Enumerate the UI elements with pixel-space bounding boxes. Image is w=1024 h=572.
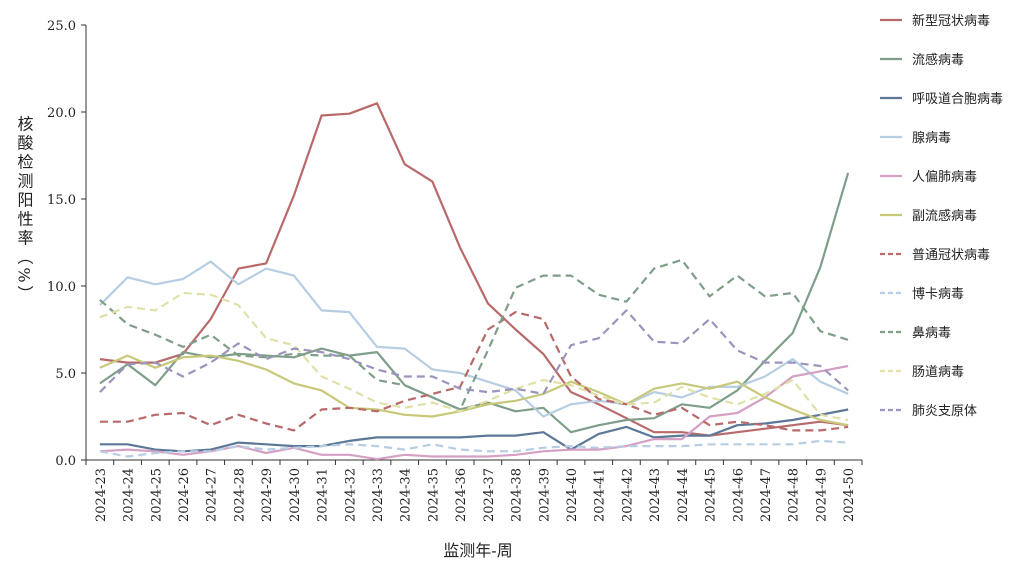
x-tick-label: 2024-35: [426, 468, 441, 522]
y-tick-label: 0.0: [55, 454, 76, 469]
x-tick-label: 2024-30: [288, 468, 303, 522]
x-tick-label: 2024-37: [482, 468, 497, 522]
y-tick-label: 10.0: [47, 280, 76, 295]
legend-label: 肠道病毒: [912, 365, 964, 380]
x-tick-label: 2024-23: [94, 468, 109, 522]
x-tick-label: 2024-33: [371, 468, 386, 522]
legend-label: 肺炎支原体: [912, 404, 977, 419]
legend-label: 鼻病毒: [912, 325, 951, 341]
y-tick-label: 25.0: [47, 19, 76, 34]
legend: 新型冠状病毒流感病毒呼吸道合胞病毒腺病毒人偏肺病毒副流感病毒普通冠状病毒博卡病毒…: [880, 13, 1003, 419]
legend-label: 呼吸道合胞病毒: [912, 92, 1003, 107]
x-tick-label: 2024-25: [149, 468, 164, 522]
series-line: [99, 311, 849, 432]
x-tick-label: 2024-47: [759, 468, 774, 522]
x-tick-label: 2024-41: [593, 468, 608, 522]
legend-label: 人偏肺病毒: [912, 170, 977, 185]
x-tick-label: 2024-34: [399, 468, 414, 522]
series-line: [99, 439, 849, 458]
x-axis-title: 监测年-周: [443, 541, 512, 560]
x-tick-label: 2024-46: [731, 468, 746, 522]
x-tick-label: 2024-44: [676, 468, 691, 522]
y-tick-label: 15.0: [47, 193, 76, 208]
x-tick-label: 2024-32: [343, 468, 358, 522]
y-tick-label: 20.0: [47, 106, 76, 121]
x-tick-label: 2024-48: [787, 468, 802, 522]
series-line: [99, 291, 849, 422]
x-tick-label: 2024-49: [814, 468, 829, 522]
y-tick-label: 5.0: [55, 367, 76, 382]
x-tick-label: 2024-29: [260, 468, 275, 522]
series-line: [99, 260, 849, 418]
x-tick-label: 2024-45: [704, 468, 719, 522]
axes: 0.0 5.0 10.0 15.0 20.0 25.0 2024-23 2024-24 2024…: [47, 19, 863, 522]
legend-label: 普通冠状病毒: [912, 248, 990, 263]
series-layer: [99, 102, 850, 461]
legend-label: 副流感病毒: [912, 208, 977, 224]
x-tick-label: 2024-26: [177, 468, 192, 522]
x-tick-label: 2024-43: [648, 468, 663, 522]
x-tick-label: 2024-39: [537, 468, 552, 522]
series-line: [99, 354, 849, 427]
legend-label: 博卡病毒: [912, 287, 964, 302]
x-tick-label: 2024-31: [316, 468, 331, 522]
series-line: [99, 364, 849, 461]
x-tick-label: 2024-24: [122, 468, 137, 522]
x-tick-label: 2024-38: [510, 468, 525, 522]
x-tick-label: 2024-28: [232, 468, 247, 522]
legend-label: 流感病毒: [912, 52, 964, 68]
x-tick-label: 2024-50: [842, 468, 857, 522]
x-tick-label: 2024-36: [454, 468, 469, 522]
series-line: [99, 102, 849, 437]
legend-label: 新型冠状病毒: [912, 13, 990, 29]
series-line: [99, 172, 850, 434]
series-line: [99, 309, 849, 395]
x-tick-label: 2024-27: [205, 468, 220, 522]
legend-label: 腺病毒: [912, 131, 951, 146]
x-tick-label: 2024-42: [620, 468, 635, 522]
x-tick-label: 2024-40: [565, 468, 580, 522]
y-axis-title: 核酸检测阳性率（%）: [15, 115, 34, 304]
series-line: [99, 258, 849, 411]
series-line: [99, 408, 849, 453]
